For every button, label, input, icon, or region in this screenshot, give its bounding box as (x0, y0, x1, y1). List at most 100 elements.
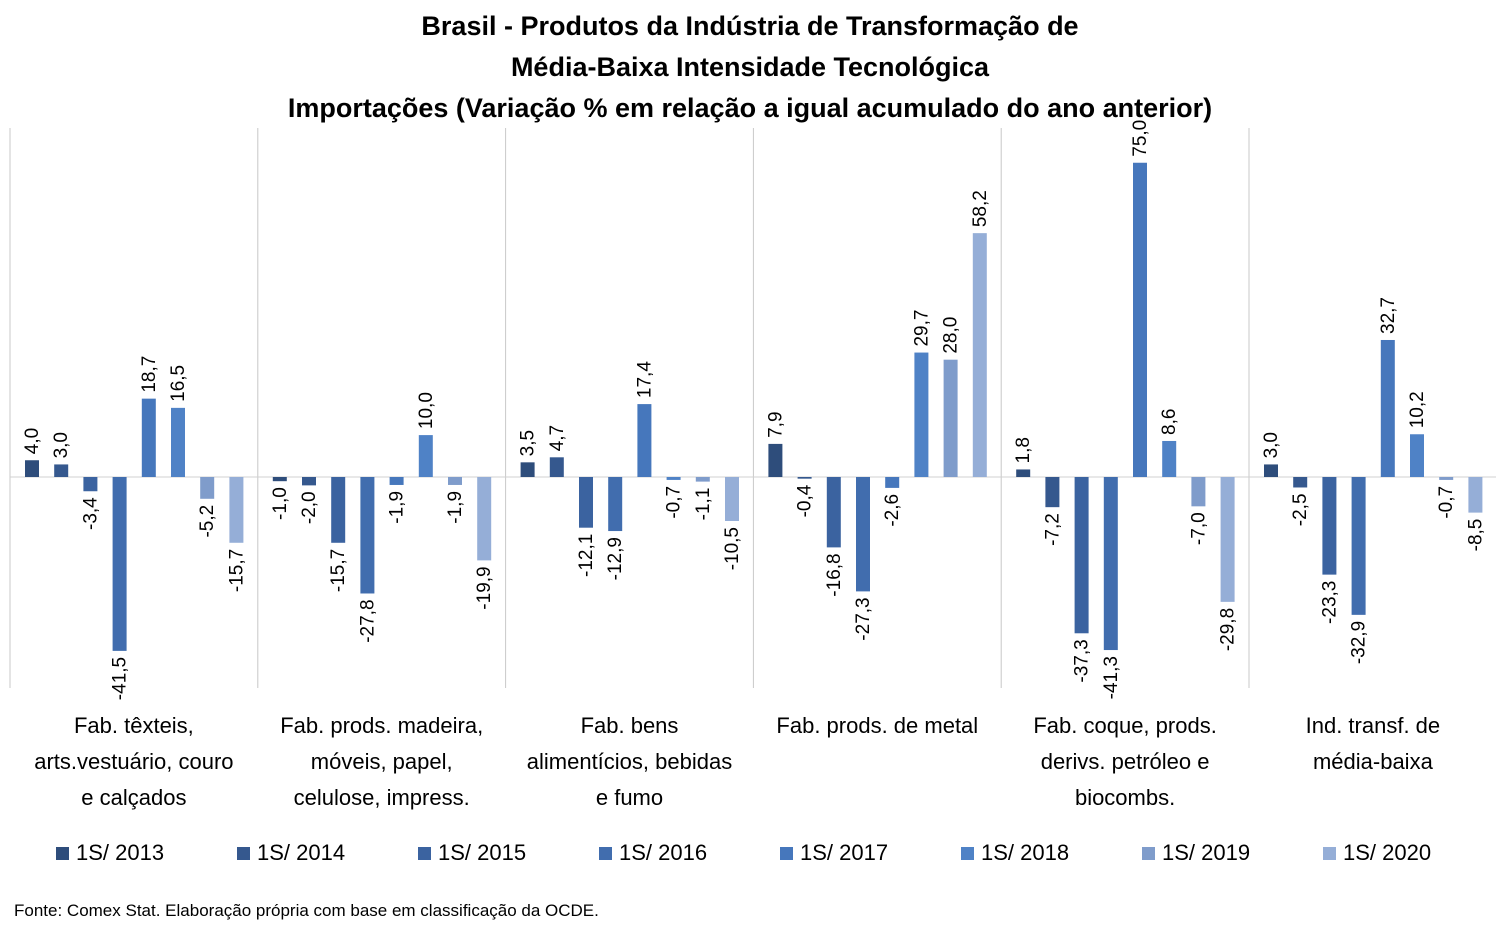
bar (1045, 477, 1060, 508)
legend-label: 1S/ 2018 (981, 840, 1069, 865)
bar (856, 477, 870, 592)
category-label: Fab. prods. madeira, móveis, papel, celulo… (280, 713, 483, 810)
bar (1220, 477, 1235, 602)
bar (1074, 477, 1089, 634)
bar (229, 477, 244, 543)
data-label: -32,9 (1349, 621, 1370, 664)
data-label: -0,7 (1436, 486, 1457, 519)
bar (608, 477, 623, 532)
legend-swatch (780, 847, 793, 860)
data-label: 10,0 (416, 392, 437, 429)
bar (1016, 469, 1031, 477)
legend-swatch (1323, 847, 1336, 860)
bar (1322, 477, 1337, 575)
legend-swatch (418, 847, 431, 860)
data-label: -1,1 (693, 488, 714, 521)
bar (389, 477, 404, 485)
bar (666, 477, 681, 480)
category-label: Fab. têxteis, arts.vestuário, couro e calç… (34, 713, 233, 810)
bar (914, 352, 929, 477)
data-label: -2,0 (299, 491, 320, 524)
category-label: Fab. prods. de metal (776, 713, 978, 738)
data-label: -27,8 (357, 599, 378, 642)
data-label: 10,2 (1407, 391, 1428, 428)
bar (200, 477, 215, 499)
data-label: 17,4 (634, 361, 655, 398)
data-label: 58,2 (970, 190, 991, 227)
data-label: -2,5 (1290, 493, 1311, 526)
data-label: -12,1 (576, 534, 597, 577)
legend-label: 1S/ 2020 (1343, 840, 1431, 865)
legend-item: 1S/ 2013 (56, 840, 164, 865)
legend-swatch (237, 847, 250, 860)
bar (549, 457, 564, 477)
bar (1133, 162, 1147, 477)
data-label: 1,8 (1013, 437, 1034, 463)
source-note: Fonte: Comex Stat. Elaboração própria co… (14, 901, 599, 920)
data-label: -12,9 (605, 537, 626, 580)
bar (83, 477, 98, 492)
category-separators (9, 128, 1250, 688)
data-label: -8,5 (1465, 519, 1486, 552)
data-label: -7,0 (1188, 512, 1209, 545)
bar (171, 407, 185, 477)
bar (141, 398, 156, 477)
bar (1439, 477, 1454, 480)
bar (418, 435, 433, 477)
bar (360, 477, 375, 594)
data-label: 16,5 (168, 365, 189, 402)
bar (1103, 477, 1118, 651)
legend-label: 1S/ 2017 (800, 840, 888, 865)
data-label: -16,8 (824, 553, 845, 596)
legend-swatch (599, 847, 612, 860)
legend-label: 1S/ 2015 (438, 840, 526, 865)
category-label: Fab. coque, prods. derivs. petróleo e bioc… (1033, 713, 1216, 810)
bar (768, 443, 783, 477)
bar (695, 477, 710, 482)
data-label: 75,0 (1130, 120, 1151, 157)
bar (579, 477, 593, 528)
data-label: -19,9 (474, 566, 495, 609)
category-labels: Fab. têxteis, arts.vestuário, couro e calç… (34, 713, 1440, 810)
chart-title-line: Importações (Variação % em relação a igu… (288, 93, 1212, 123)
category-label: Fab. bens alimentícios, bebidas e fumo (527, 713, 732, 810)
bar (25, 460, 39, 477)
bar (477, 477, 492, 561)
legend-item: 1S/ 2020 (1323, 840, 1431, 865)
data-label: -5,2 (197, 505, 218, 538)
bar (54, 464, 69, 477)
bar (1380, 339, 1395, 477)
data-label: 4,7 (547, 425, 568, 451)
legend-label: 1S/ 2016 (619, 840, 707, 865)
bar (885, 477, 900, 488)
bar (1351, 477, 1366, 615)
bar (1468, 477, 1483, 513)
data-label: 8,6 (1159, 409, 1180, 435)
chart-title-line: Brasil - Produtos da Indústria de Transf… (421, 11, 1078, 41)
data-label: -27,3 (853, 597, 874, 640)
legend-swatch (1142, 847, 1155, 860)
data-label: 28,0 (941, 317, 962, 354)
bar (448, 477, 462, 485)
data-label: -0,4 (795, 484, 816, 517)
data-label: -41,5 (110, 657, 131, 700)
bar (1191, 477, 1206, 507)
data-label: -1,9 (445, 491, 466, 524)
data-label: 29,7 (911, 310, 932, 347)
legend-item: 1S/ 2016 (599, 840, 707, 865)
data-label: 32,7 (1378, 297, 1399, 334)
data-label: -15,7 (328, 549, 349, 592)
bar (797, 477, 812, 479)
legend-item: 1S/ 2018 (961, 840, 1069, 865)
bar (520, 462, 535, 477)
legend-label: 1S/ 2014 (257, 840, 345, 865)
data-label: 7,9 (765, 411, 786, 437)
bar (637, 404, 652, 477)
data-label: -7,2 (1042, 513, 1063, 546)
bar (826, 477, 841, 548)
data-label: 3,0 (51, 432, 72, 458)
data-label: 3,5 (518, 430, 539, 456)
legend-swatch (961, 847, 974, 860)
data-label: -15,7 (226, 549, 247, 592)
